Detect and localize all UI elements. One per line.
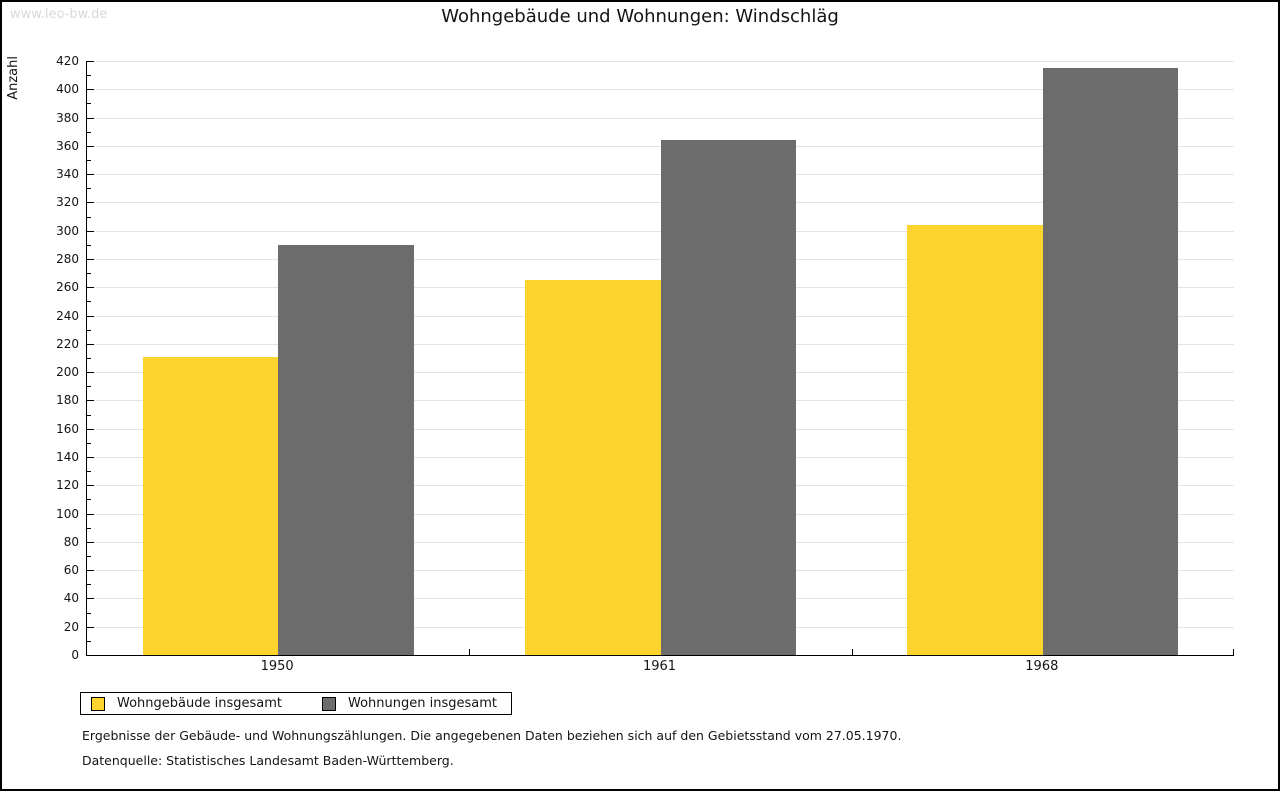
- y-axis-tick-label: 0: [71, 648, 79, 662]
- x-axis-tick: [469, 649, 470, 655]
- y-axis-minor-tick: [87, 415, 91, 416]
- chart-title: Wohngebäude und Wohnungen: Windschläg: [441, 6, 839, 27]
- y-axis-tick-label: 20: [63, 620, 79, 634]
- y-axis-minor-tick: [87, 584, 91, 585]
- footnote-source-note: Ergebnisse der Gebäude- und Wohnungszähl…: [82, 728, 902, 743]
- legend-label: Wohngebäude insgesamt: [117, 696, 282, 711]
- y-axis-major-tick: [87, 457, 94, 458]
- y-axis-tick-label: 220: [56, 337, 79, 351]
- y-axis-minor-tick: [87, 499, 91, 500]
- y-axis-minor-tick: [87, 160, 91, 161]
- y-axis-major-tick: [87, 400, 94, 401]
- bar-1968-series-1: [1042, 68, 1179, 655]
- legend-swatch-icon: [91, 696, 105, 711]
- y-axis-tick-label: 260: [56, 280, 79, 294]
- x-axis-category-label: 1950: [260, 659, 294, 674]
- y-axis-major-tick: [87, 202, 94, 203]
- y-axis-major-tick: [87, 89, 94, 90]
- footnote-data-source: Datenquelle: Statistisches Landesamt Bad…: [82, 753, 454, 768]
- y-axis-major-tick: [87, 287, 94, 288]
- bar-1950-series-0: [142, 357, 279, 655]
- y-axis-tick-label: 140: [56, 450, 79, 464]
- y-axis-label: Anzahl: [6, 56, 21, 100]
- y-axis-tick-label: 240: [56, 309, 79, 323]
- y-axis-tick-label: 80: [63, 535, 79, 549]
- bar-1961-series-0: [525, 280, 661, 655]
- y-axis-tick-label: 320: [56, 195, 79, 209]
- legend-swatch-icon: [322, 696, 336, 711]
- x-axis-tick: [852, 649, 853, 655]
- y-axis-minor-tick: [87, 443, 91, 444]
- bar-1961-series-1: [660, 140, 796, 655]
- y-axis-tick-label: 400: [56, 82, 79, 96]
- y-axis-tick-label: 420: [56, 54, 79, 68]
- y-axis-tick-label: 160: [56, 422, 79, 436]
- y-axis-tick-label: 200: [56, 365, 79, 379]
- y-axis-major-tick: [87, 372, 94, 373]
- y-axis-tick-label: 60: [63, 563, 79, 577]
- y-axis-major-tick: [87, 118, 94, 119]
- y-axis-major-tick: [87, 344, 94, 345]
- legend-box: Wohngebäude insgesamt Wohnungen insgesamt: [80, 692, 512, 715]
- y-axis-tick-label: 300: [56, 224, 79, 238]
- legend-item-0: Wohngebäude insgesamt: [91, 696, 282, 711]
- y-gridline: [87, 61, 1234, 62]
- y-axis-minor-tick: [87, 471, 91, 472]
- y-axis-major-tick: [87, 627, 94, 628]
- y-axis-major-tick: [87, 316, 94, 317]
- y-axis-minor-tick: [87, 556, 91, 557]
- y-axis-minor-tick: [87, 528, 91, 529]
- y-axis-minor-tick: [87, 188, 91, 189]
- x-axis-category-label: 1968: [1025, 659, 1059, 674]
- y-axis-tick-label: 380: [56, 111, 79, 125]
- y-axis-major-tick: [87, 598, 94, 599]
- y-axis-major-tick: [87, 259, 94, 260]
- y-axis-major-tick: [87, 514, 94, 515]
- y-axis-minor-tick: [87, 386, 91, 387]
- y-axis-tick-label: 100: [56, 507, 79, 521]
- y-axis-major-tick: [87, 429, 94, 430]
- y-gridline: [87, 89, 1234, 90]
- y-axis-minor-tick: [87, 641, 91, 642]
- y-axis-tick-label: 120: [56, 478, 79, 492]
- y-axis-minor-tick: [87, 330, 91, 331]
- y-axis-tick-label: 340: [56, 167, 79, 181]
- bar-1968-series-0: [907, 225, 1043, 655]
- y-axis-major-tick: [87, 485, 94, 486]
- y-axis-tick-label: 360: [56, 139, 79, 153]
- y-axis-major-tick: [87, 231, 94, 232]
- y-axis-minor-tick: [87, 358, 91, 359]
- y-axis-minor-tick: [87, 273, 91, 274]
- y-axis-major-tick: [87, 146, 94, 147]
- y-axis-major-tick: [87, 570, 94, 571]
- bar-1950-series-1: [278, 245, 414, 655]
- y-axis-minor-tick: [87, 301, 91, 302]
- y-axis-minor-tick: [87, 613, 91, 614]
- y-axis-major-tick: [87, 61, 94, 62]
- y-axis-major-tick: [87, 174, 94, 175]
- plot-area: 0 20 40 60 80 100 120 140 160 180 200 220 240 260 280 3…: [56, 54, 1234, 662]
- x-axis-end-tick: [1233, 649, 1234, 655]
- y-axis-major-tick: [87, 542, 94, 543]
- y-axis-tick-label: 180: [56, 393, 79, 407]
- y-axis-minor-tick: [87, 132, 91, 133]
- y-axis-tick-label: 280: [56, 252, 79, 266]
- legend-label: Wohnungen insgesamt: [348, 696, 497, 711]
- y-axis-minor-tick: [87, 217, 91, 218]
- y-gridline: [87, 118, 1234, 119]
- y-axis-minor-tick: [87, 75, 91, 76]
- legend-item-1: Wohnungen insgesamt: [322, 696, 497, 711]
- x-axis-category-label: 1961: [642, 659, 677, 674]
- y-axis-tick-label: 40: [63, 591, 79, 605]
- watermark-url: www.leo-bw.de: [10, 7, 108, 22]
- y-axis-minor-tick: [87, 245, 91, 246]
- y-axis-minor-tick: [87, 103, 91, 104]
